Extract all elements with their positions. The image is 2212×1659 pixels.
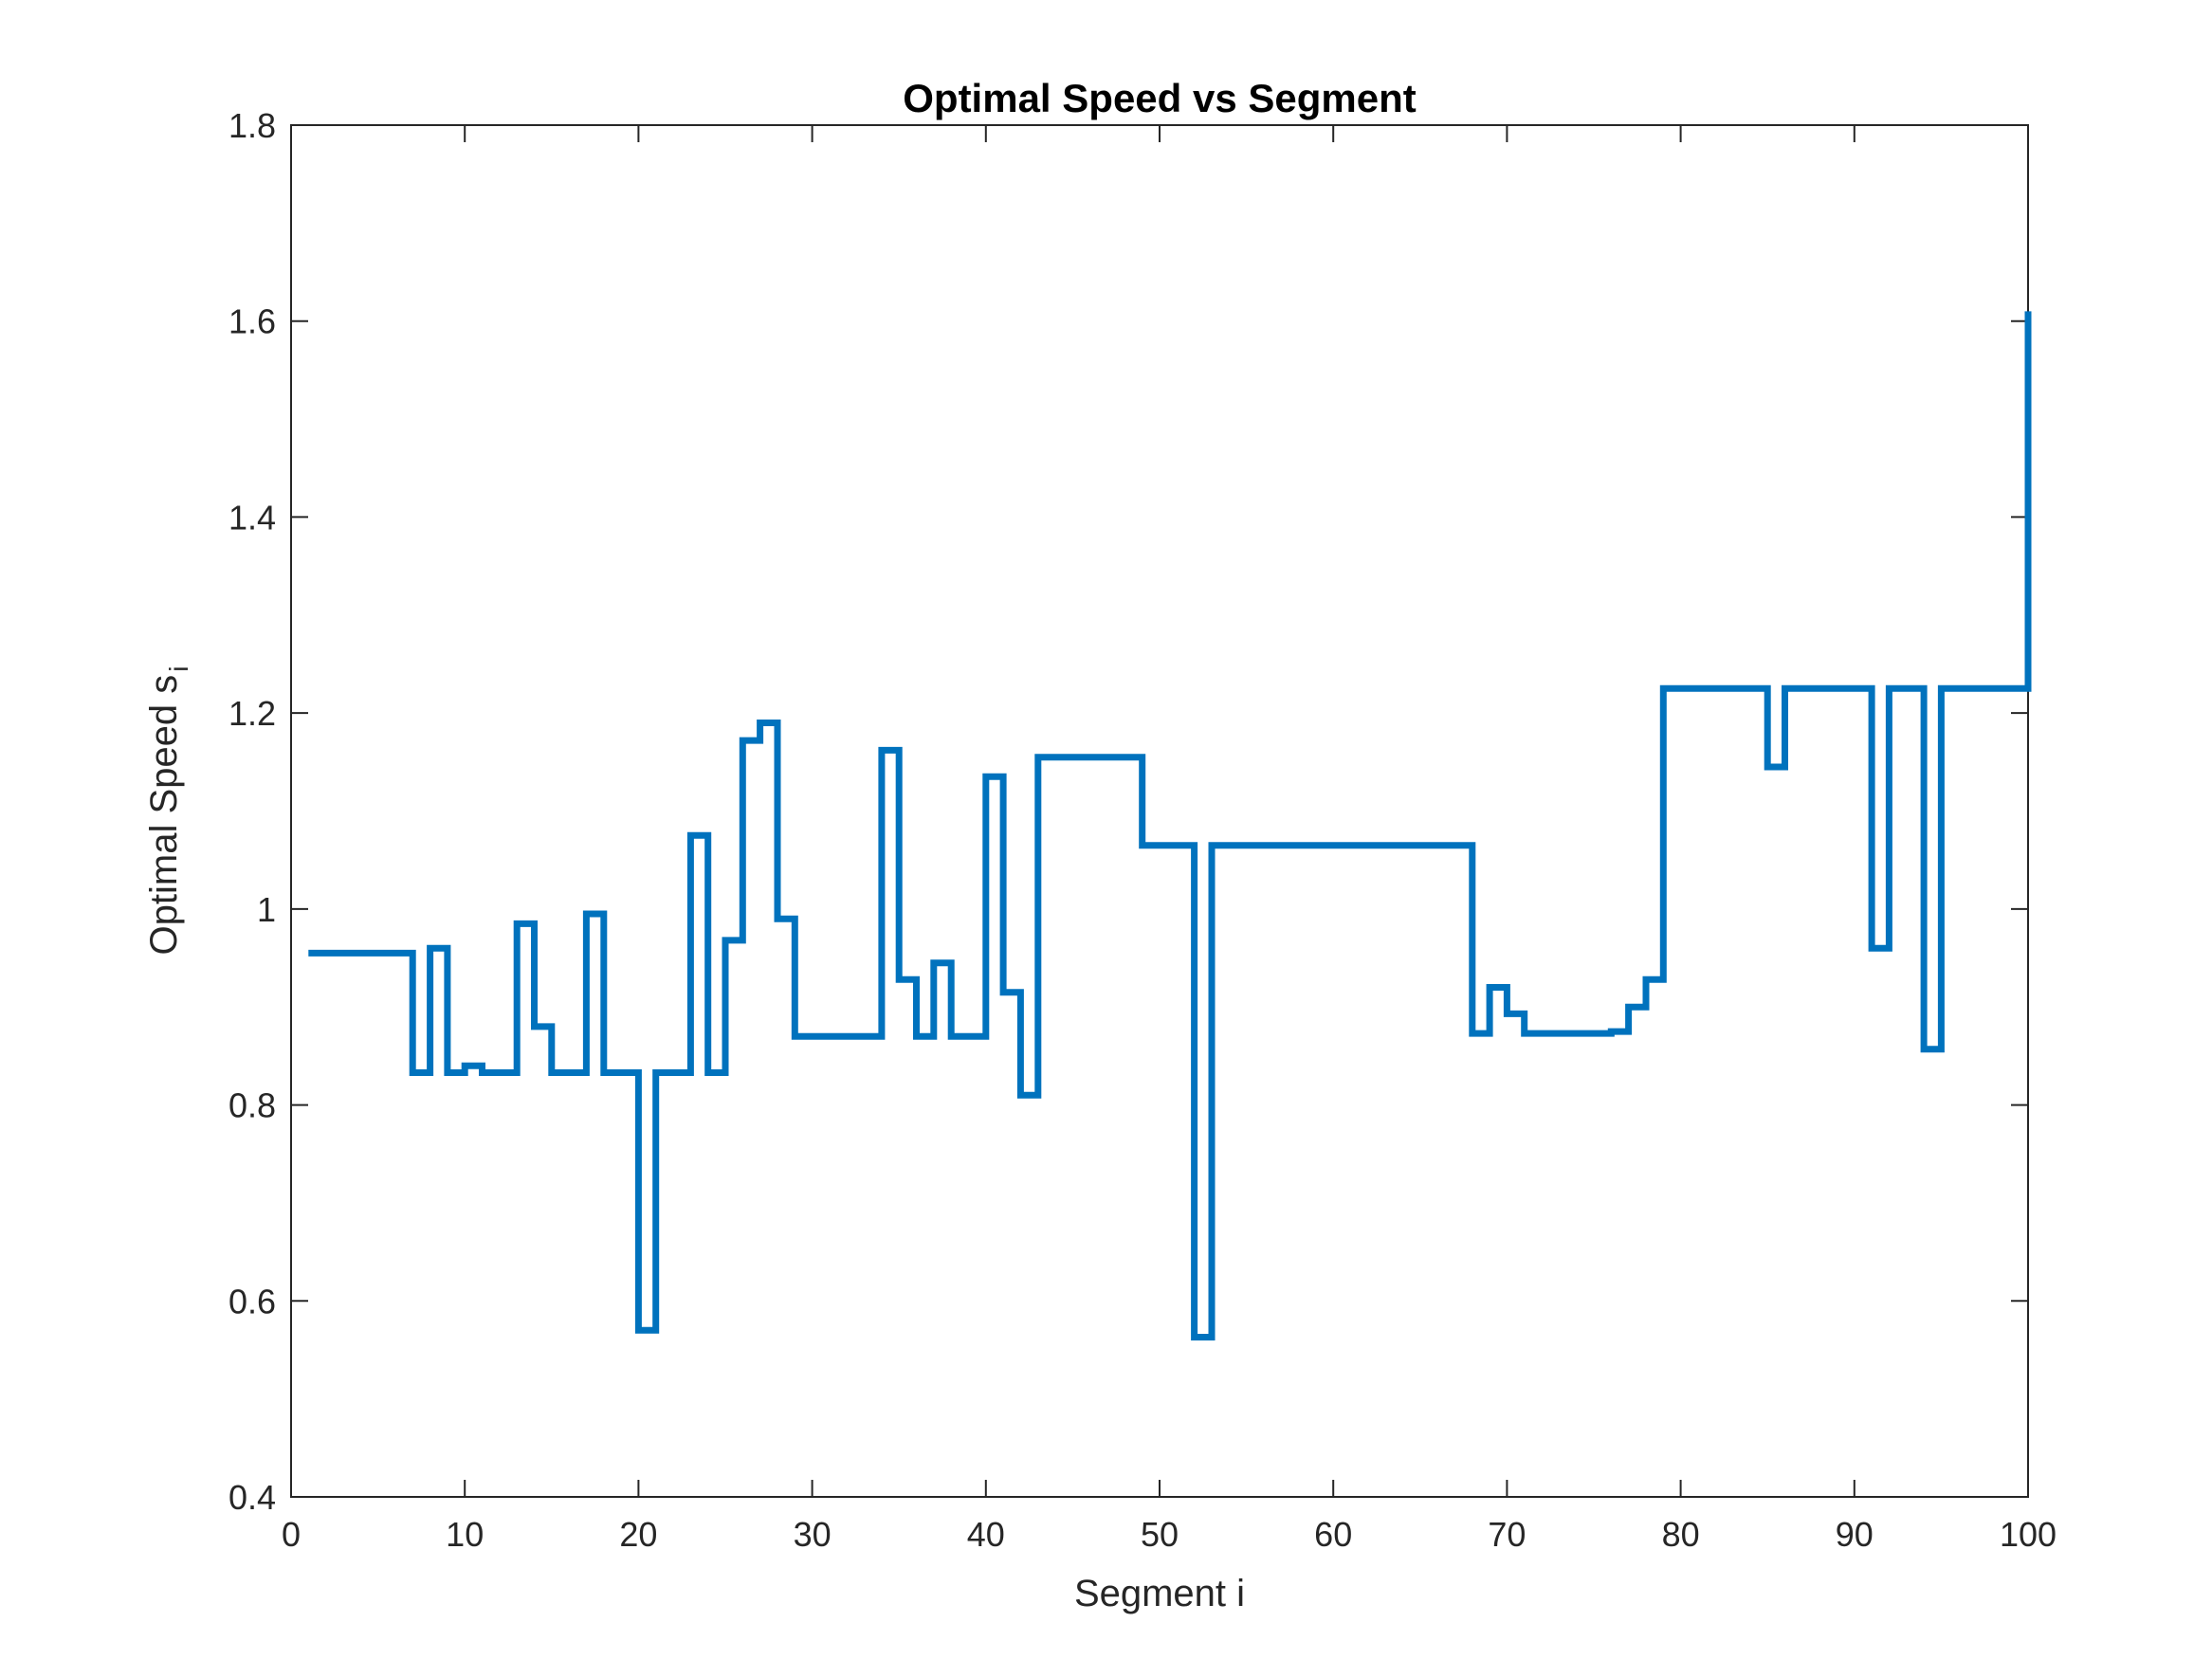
y-tick-label: 0.8 [229,1086,276,1125]
y-tick-label: 1.8 [229,106,276,145]
x-tick-label: 50 [1141,1515,1179,1554]
y-axis-label-subscript: i [164,666,193,672]
x-tick-label: 30 [794,1515,832,1554]
series-line [308,311,2032,1340]
chart-title: Optimal Speed vs Segment [903,76,1417,120]
y-tick-label: 0.6 [229,1282,276,1321]
x-tick-label: 90 [1836,1515,1874,1554]
x-tick-label: 40 [967,1515,1005,1554]
y-axis-label-main: Optimal Speed s [143,675,185,956]
y-tick-label: 1.2 [229,694,276,733]
y-tick-label: 1 [257,890,276,929]
y-axis-label: Optimal Speed s i [143,666,193,956]
y-tick-label: 1.6 [229,302,276,341]
x-tick-label: 60 [1314,1515,1352,1554]
x-tick-label: 70 [1488,1515,1526,1554]
x-tick-label: 100 [2000,1515,2057,1554]
x-tick-label: 10 [446,1515,484,1554]
x-axis-label: Segment i [1074,1573,1245,1614]
y-tick-label: 0.4 [229,1478,276,1517]
x-tick-label: 0 [282,1515,301,1554]
x-tick-label: 20 [619,1515,657,1554]
x-tick-label: 80 [1662,1515,1700,1554]
x-axis-ticks: 0 10 20 30 40 50 60 70 80 90 100 [282,125,2057,1554]
plot-area [290,124,2029,1498]
y-tick-label: 1.4 [229,498,276,537]
y-axis-ticks: 0.4 0.6 0.8 1 1.2 1.4 1.6 1.8 [229,106,2028,1517]
